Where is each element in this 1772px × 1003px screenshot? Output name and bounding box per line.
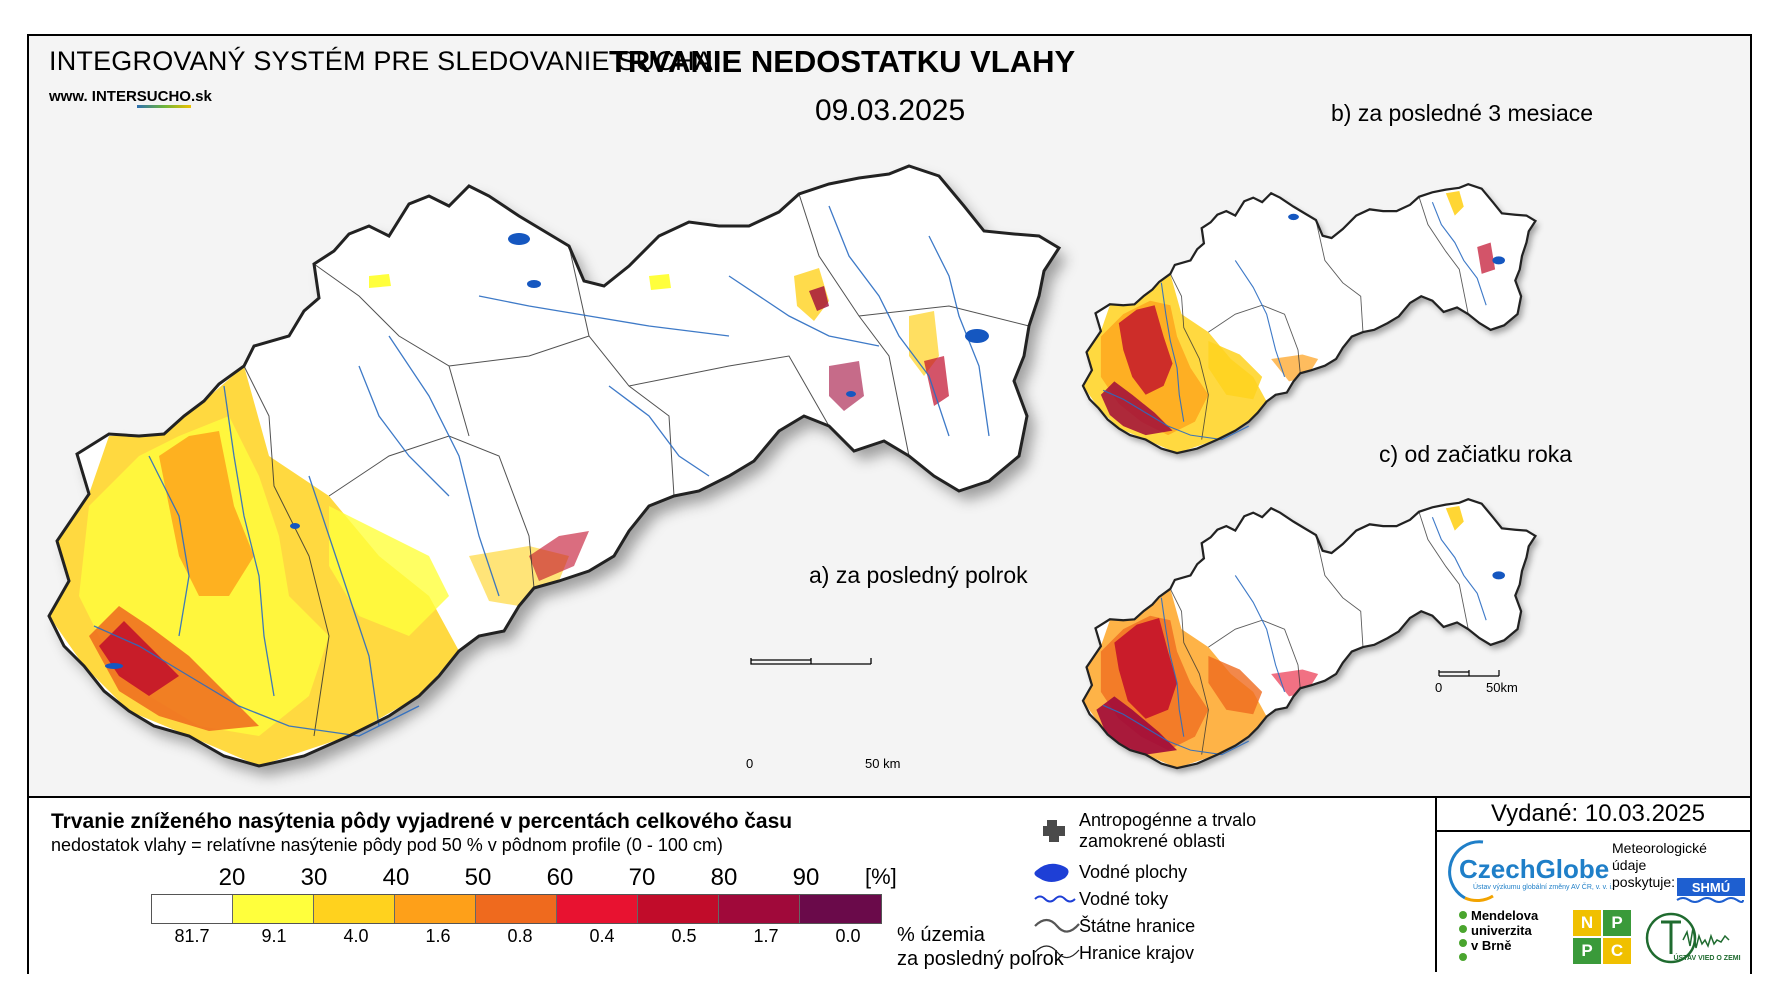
legend-subtitle: nedostatok vlahy = relatívne nasýtenie p… [51,835,723,855]
mendel-university-logo: Mendelova univerzita v Brně [1471,908,1538,953]
percentage-label-line-1: % územia [897,924,985,946]
meteo-line-2: údaje [1612,857,1647,873]
map-date: 09.03.2025 [815,94,966,127]
legend-tick: 90 [792,864,820,891]
symbol-icons [1034,820,1080,959]
legend-title: Trvanie zníženého nasýtenia pôdy vyjadre… [51,810,793,833]
mendel-line-3: v Brně [1471,938,1512,953]
nppc-letter: N [1573,910,1601,936]
legend-percentage: 0.4 [589,926,615,946]
mendel-line-1: Mendelova [1471,908,1539,923]
website-highlight: SUCHO [136,88,191,108]
legend-tick: 70 [628,864,656,891]
water-bodies-label: Vodné plochy [1079,862,1188,882]
main-map [47,164,1537,770]
water-body-icon [1034,863,1069,882]
czechglobe-logo: CzechGlobe [1459,854,1610,884]
legend-percentage: 0.8 [507,926,533,946]
czechglobe-arc-icon [1448,840,1494,903]
legend-swatch [152,895,233,923]
legend-swatch [476,895,557,923]
water-stream-icon [1034,895,1076,903]
nppc-logo: N P P C [1573,910,1631,964]
meteo-line-3: poskytuje: [1612,874,1676,890]
inset-c-label: c) od začiatku roka [1379,441,1573,467]
legend-swatch [314,895,395,923]
legend-tick: 20 [218,864,246,891]
credits-divider [1437,830,1752,832]
legend-swatch [719,895,800,923]
legend-unit: [%] [865,864,897,889]
legend-tick: 80 [710,864,738,891]
legend-percentage: 81.7 [174,926,210,946]
legend-percentage: 0.5 [671,926,697,946]
issued-date: Vydané: 10.03.2025 [1491,800,1705,827]
legend-percentage: 1.6 [425,926,451,946]
legend-tick: 40 [382,864,410,891]
legend-swatch [800,895,881,923]
legend-tick: 30 [300,864,328,891]
inset-scale-end: 50km [1486,680,1518,695]
inset-scale-start: 0 [1435,680,1443,695]
uvz-logo-text: ÚSTAV VIED O ZEMI [1673,953,1740,962]
shmu-logo-text: SHMÚ [1692,880,1730,895]
meteo-provider-label: Meteorologické údaje poskytuje: [1612,840,1707,891]
state-borders-label: Štátne hranice [1079,916,1196,936]
main-scale-start: 0 [746,756,754,771]
nppc-letter: P [1573,938,1601,964]
nppc-letter: P [1603,910,1631,936]
inset-b-label: b) za posledné 3 mesiace [1331,100,1594,126]
region-border-icon [1034,945,1080,959]
legend-percentage: 9.1 [261,926,287,946]
map-frame: INTEGROVANÝ SYSTÉM PRE SLEDOVANIE SUCHA … [27,34,1752,974]
anthropogenic-label: Antropogénne a trvalo zamokrené oblasti [1079,810,1256,852]
website-suffix: .sk [190,88,212,105]
map-title: TRVANIE NEDOSTATKU VLAHY [609,44,1076,79]
anthropogenic-label-line-1: Antropogénne a trvalo [1079,810,1257,830]
region-borders-label: Hranice krajov [1079,943,1195,963]
system-title: INTEGROVANÝ SYSTÉM PRE SLEDOVANIE SUCHA [49,46,713,76]
percentage-label-line-2: za posledný polrok [897,948,1064,970]
nppc-letter: C [1603,938,1631,964]
shmu-logo: SHMÚ [1676,878,1745,903]
legend-swatch [638,895,719,923]
mendel-line-2: univerzita [1471,923,1532,938]
legend-swatch [557,895,638,923]
mendel-dots-icon [1459,911,1467,961]
legend-percentage: 0.0 [835,926,861,946]
legend-color-bar [151,894,882,924]
legend-swatch [233,895,314,923]
state-border-icon [1034,918,1080,933]
legend-percentage: 1.7 [753,926,779,946]
water-streams-label: Vodné toky [1079,889,1169,909]
main-scale-end: 50 km [865,756,901,771]
anthropogenic-label-line-2: zamokrené oblasti [1079,831,1226,851]
legend-swatch [395,895,476,923]
czechglobe-subtitle: Ústav výzkumu globální změny AV ČR, v. v… [1473,884,1614,891]
legend-percentage: 4.0 [343,926,369,946]
anthropogenic-area-icon [1043,820,1065,842]
legend-tick: 50 [464,864,492,891]
website-link[interactable]: www. INTERSUCHO.sk [49,88,212,108]
credits-panel: Vydané: 10.03.2025 CzechGlobe Ústav výzk… [1435,796,1752,972]
legend-percentage-label: % územia za posledný polrok [897,923,1064,971]
uvz-logo: ÚSTAV VIED O ZEMI [1645,912,1741,964]
meteo-line-1: Meteorologické [1612,840,1707,856]
legend-tick: 60 [546,864,574,891]
main-map-label: a) za posledný polrok [809,562,1028,588]
website-prefix: www. INTER [49,88,137,105]
